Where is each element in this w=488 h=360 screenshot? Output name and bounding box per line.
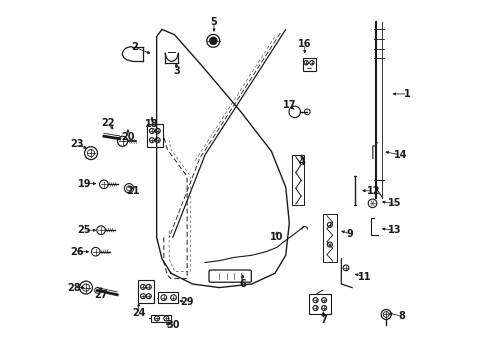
Bar: [151, 315, 171, 322]
Text: 22: 22: [101, 118, 114, 128]
Text: 1: 1: [404, 89, 410, 99]
Text: 29: 29: [180, 297, 193, 307]
Text: 25: 25: [77, 225, 91, 235]
Bar: [158, 292, 178, 303]
Bar: [138, 280, 153, 303]
Text: 18: 18: [145, 120, 159, 129]
Text: 27: 27: [94, 290, 107, 300]
Text: 26: 26: [70, 247, 83, 257]
Text: 28: 28: [67, 283, 81, 293]
Bar: [308, 294, 330, 314]
Text: 11: 11: [357, 272, 370, 282]
Text: 10: 10: [269, 232, 283, 242]
Text: 12: 12: [366, 186, 380, 196]
Text: 20: 20: [121, 132, 134, 142]
Circle shape: [209, 37, 217, 44]
Text: 23: 23: [70, 139, 83, 149]
Text: 2: 2: [131, 42, 138, 52]
Text: 16: 16: [297, 39, 311, 49]
Bar: [302, 58, 315, 71]
Text: 17: 17: [282, 100, 295, 110]
Text: 3: 3: [173, 66, 180, 76]
Text: 14: 14: [393, 150, 407, 160]
Text: 19: 19: [77, 179, 91, 189]
Text: 4: 4: [298, 157, 305, 167]
Bar: [292, 155, 303, 205]
Text: 24: 24: [132, 308, 145, 318]
Text: 9: 9: [346, 229, 353, 239]
Text: 8: 8: [398, 311, 405, 321]
Text: 21: 21: [126, 186, 140, 196]
Circle shape: [126, 186, 131, 191]
Text: 13: 13: [387, 225, 401, 235]
Text: 5: 5: [210, 17, 217, 27]
Bar: [323, 214, 336, 262]
Text: 7: 7: [319, 315, 326, 325]
Text: 30: 30: [166, 320, 180, 330]
Bar: [147, 124, 163, 147]
Text: 15: 15: [387, 198, 401, 208]
Text: 6: 6: [239, 279, 245, 289]
